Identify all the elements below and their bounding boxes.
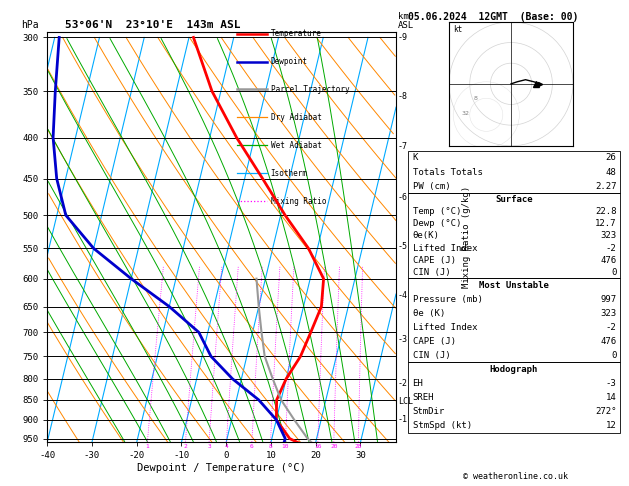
Text: StmDir: StmDir bbox=[413, 407, 445, 416]
Text: Totals Totals: Totals Totals bbox=[413, 168, 482, 176]
Text: Dewp (°C): Dewp (°C) bbox=[413, 219, 461, 228]
Text: Mixing Ratio (g/kg): Mixing Ratio (g/kg) bbox=[462, 186, 470, 288]
Text: 1: 1 bbox=[145, 444, 149, 450]
Text: 476: 476 bbox=[600, 256, 616, 265]
Text: 28: 28 bbox=[355, 444, 362, 450]
Text: 0: 0 bbox=[611, 268, 616, 277]
Text: 48: 48 bbox=[606, 168, 616, 176]
Text: PW (cm): PW (cm) bbox=[413, 182, 450, 191]
Text: 323: 323 bbox=[600, 231, 616, 241]
Text: 14: 14 bbox=[606, 393, 616, 402]
Text: SREH: SREH bbox=[413, 393, 434, 402]
Text: 323: 323 bbox=[600, 309, 616, 318]
Text: 8: 8 bbox=[269, 444, 272, 450]
Text: Dewpoint: Dewpoint bbox=[270, 57, 308, 66]
Text: -5: -5 bbox=[398, 242, 408, 251]
Text: Mixing Ratio: Mixing Ratio bbox=[270, 197, 326, 206]
Text: -3: -3 bbox=[398, 335, 408, 344]
Text: Most Unstable: Most Unstable bbox=[479, 281, 549, 290]
Text: K: K bbox=[413, 153, 418, 162]
Text: CAPE (J): CAPE (J) bbox=[413, 337, 455, 346]
Text: Parcel Trajectory: Parcel Trajectory bbox=[270, 85, 349, 94]
Text: 8: 8 bbox=[474, 96, 478, 102]
Text: 6: 6 bbox=[250, 444, 253, 450]
Text: 3: 3 bbox=[207, 444, 211, 450]
Text: 05.06.2024  12GMT  (Base: 00): 05.06.2024 12GMT (Base: 00) bbox=[408, 12, 578, 22]
Text: -1: -1 bbox=[398, 416, 408, 424]
Text: Lifted Index: Lifted Index bbox=[413, 323, 477, 332]
Text: Temperature: Temperature bbox=[270, 29, 321, 38]
Text: 53°06'N  23°10'E  143m ASL: 53°06'N 23°10'E 143m ASL bbox=[65, 19, 240, 30]
Text: 12.7: 12.7 bbox=[595, 219, 616, 228]
Text: EH: EH bbox=[413, 379, 423, 388]
Text: 997: 997 bbox=[600, 295, 616, 304]
Text: km
ASL: km ASL bbox=[398, 12, 414, 30]
Text: hPa: hPa bbox=[21, 20, 38, 30]
Text: LCL: LCL bbox=[398, 398, 413, 406]
X-axis label: Dewpoint / Temperature (°C): Dewpoint / Temperature (°C) bbox=[137, 463, 306, 473]
Text: Temp (°C): Temp (°C) bbox=[413, 207, 461, 216]
Text: 20: 20 bbox=[330, 444, 338, 450]
Text: CAPE (J): CAPE (J) bbox=[413, 256, 455, 265]
Text: -2: -2 bbox=[606, 243, 616, 253]
Text: CIN (J): CIN (J) bbox=[413, 268, 450, 277]
Text: 0: 0 bbox=[611, 350, 616, 360]
Text: -6: -6 bbox=[398, 193, 408, 202]
Text: -7: -7 bbox=[398, 141, 408, 151]
Text: -8: -8 bbox=[398, 91, 408, 101]
Text: -2: -2 bbox=[606, 323, 616, 332]
Text: © weatheronline.co.uk: © weatheronline.co.uk bbox=[464, 472, 568, 481]
Text: -4: -4 bbox=[398, 291, 408, 300]
Text: Lifted Index: Lifted Index bbox=[413, 243, 477, 253]
Text: 26: 26 bbox=[606, 153, 616, 162]
Text: 476: 476 bbox=[600, 337, 616, 346]
Text: 22.8: 22.8 bbox=[595, 207, 616, 216]
Text: 16: 16 bbox=[314, 444, 321, 450]
Text: 10: 10 bbox=[282, 444, 289, 450]
Text: Hodograph: Hodograph bbox=[490, 364, 538, 374]
Text: 2: 2 bbox=[184, 444, 187, 450]
Text: Wet Adiabat: Wet Adiabat bbox=[270, 141, 321, 150]
Text: Surface: Surface bbox=[495, 195, 533, 204]
Text: Isotherm: Isotherm bbox=[270, 169, 308, 178]
Text: -2: -2 bbox=[398, 379, 408, 388]
Text: θe(K): θe(K) bbox=[413, 231, 440, 241]
Text: 12: 12 bbox=[606, 421, 616, 430]
Text: 32: 32 bbox=[462, 111, 469, 116]
Text: -3: -3 bbox=[606, 379, 616, 388]
Text: 272°: 272° bbox=[595, 407, 616, 416]
Text: CIN (J): CIN (J) bbox=[413, 350, 450, 360]
Text: 2.27: 2.27 bbox=[595, 182, 616, 191]
Text: 4: 4 bbox=[225, 444, 228, 450]
Text: Pressure (mb): Pressure (mb) bbox=[413, 295, 482, 304]
Text: -9: -9 bbox=[398, 33, 408, 42]
Text: Dry Adiabat: Dry Adiabat bbox=[270, 113, 321, 122]
Text: θe (K): θe (K) bbox=[413, 309, 445, 318]
Text: kt: kt bbox=[454, 25, 462, 34]
Text: StmSpd (kt): StmSpd (kt) bbox=[413, 421, 472, 430]
